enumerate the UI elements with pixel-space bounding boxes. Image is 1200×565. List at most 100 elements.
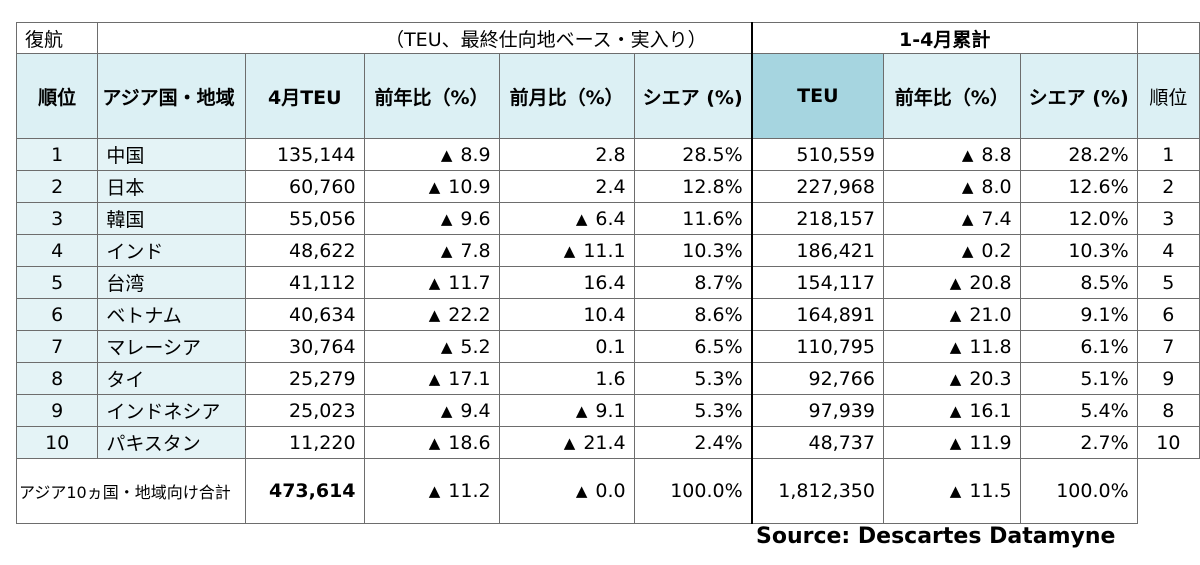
col-mom: 前月比（%）	[498, 53, 635, 139]
cum-rank-cell: 4	[1136, 234, 1200, 267]
mom-cell: ▲ 6.4	[498, 202, 635, 235]
cum-share-cell: 12.0%	[1019, 202, 1138, 235]
mom-cell: 1.6	[498, 362, 635, 395]
col-rank: 順位	[15, 53, 99, 139]
region-name: マレーシア	[97, 330, 247, 363]
decrease-marker-icon: ▲	[563, 241, 576, 260]
col-region: アジア国・地域	[97, 53, 247, 139]
cum-rank-cell: 3	[1136, 202, 1200, 235]
col-share: シエア (%)	[633, 53, 753, 139]
cum-yoy-cell: ▲ 11.8	[882, 330, 1021, 363]
decrease-marker-icon: ▲	[428, 433, 441, 452]
rank-cell: 6	[15, 298, 99, 331]
yoy-cell: ▲ 18.6	[363, 426, 500, 459]
cum-teu-cell: 48,737	[750, 426, 884, 459]
cum-teu-cell: 97,939	[750, 394, 884, 427]
mom-cell: 16.4	[498, 266, 635, 299]
route-label: 復航	[15, 22, 99, 54]
rank-cell: 4	[15, 234, 99, 267]
total-share: 100.0%	[633, 458, 753, 524]
cum-share-cell: 12.6%	[1019, 170, 1138, 203]
table-row: 10 パキスタン 11,220 ▲ 18.6 ▲ 21.4 2.4% 48,737 ▲ 11.9 2.…	[15, 426, 1200, 459]
cum-yoy-cell: ▲ 7.4	[882, 202, 1021, 235]
teu-cell: 30,764	[245, 330, 365, 363]
decrease-marker-icon: ▲	[428, 305, 441, 324]
share-cell: 12.8%	[633, 170, 753, 203]
col-cum-rank: 順位	[1136, 53, 1200, 139]
yoy-cell: ▲ 10.9	[363, 170, 500, 203]
share-cell: 5.3%	[633, 362, 753, 395]
cum-share-cell: 5.4%	[1019, 394, 1138, 427]
teu-cell: 60,760	[245, 170, 365, 203]
cum-share-cell: 28.2%	[1019, 138, 1138, 171]
share-cell: 8.6%	[633, 298, 753, 331]
teu-cell: 135,144	[245, 138, 365, 171]
cum-rank-cell: 6	[1136, 298, 1200, 331]
decrease-marker-icon: ▲	[428, 273, 441, 292]
cum-share-cell: 10.3%	[1019, 234, 1138, 267]
rank-cell: 2	[15, 170, 99, 203]
region-name: インドネシア	[97, 394, 247, 427]
rank-cell: 5	[15, 266, 99, 299]
region-name: インド	[97, 234, 247, 267]
col-cum-teu: TEU	[750, 53, 884, 139]
cum-yoy-cell: ▲ 8.8	[882, 138, 1021, 171]
yoy-cell: ▲ 8.9	[363, 138, 500, 171]
cum-yoy-cell: ▲ 21.0	[882, 298, 1021, 331]
decrease-marker-icon: ▲	[440, 145, 453, 164]
teu-cell: 25,023	[245, 394, 365, 427]
region-name: 台湾	[97, 266, 247, 299]
teu-cell: 48,622	[245, 234, 365, 267]
column-header-row: 順位 アジア国・地域 4月TEU 前年比（%） 前月比（%） シエア (%) T…	[15, 53, 1200, 139]
source-note: Source: Descartes Datamyne	[756, 524, 1116, 549]
col-yoy: 前年比（%）	[363, 53, 500, 139]
total-cum-yoy: ▲ 11.5	[882, 458, 1021, 524]
region-name: ベトナム	[97, 298, 247, 331]
teu-cell: 25,279	[245, 362, 365, 395]
cum-yoy-cell: ▲ 20.3	[882, 362, 1021, 395]
mom-cell: 2.8	[498, 138, 635, 171]
decrease-marker-icon: ▲	[575, 482, 588, 500]
teu-cell: 41,112	[245, 266, 365, 299]
mom-cell: 0.1	[498, 330, 635, 363]
cum-teu-cell: 218,157	[750, 202, 884, 235]
yoy-cell: ▲ 11.7	[363, 266, 500, 299]
rank-cell: 3	[15, 202, 99, 235]
rank-cell: 7	[15, 330, 99, 363]
total-row: アジア10ヵ国・地域向け合計 473,614 ▲ 11.2 ▲ 0.0 100.0%…	[15, 458, 1200, 524]
cum-yoy-cell: ▲ 16.1	[882, 394, 1021, 427]
region-name: パキスタン	[97, 426, 247, 459]
table-row: 2 日本 60,760 ▲ 10.9 2.4 12.8% 227,968 ▲ 8.0 12.6% 2	[15, 170, 1200, 203]
decrease-marker-icon: ▲	[949, 273, 962, 292]
yoy-cell: ▲ 9.6	[363, 202, 500, 235]
col-cum-share: シエア (%)	[1019, 53, 1138, 139]
yoy-cell: ▲ 9.4	[363, 394, 500, 427]
cum-share-cell: 8.5%	[1019, 266, 1138, 299]
yoy-cell: ▲ 22.2	[363, 298, 500, 331]
cum-share-cell: 5.1%	[1019, 362, 1138, 395]
share-cell: 6.5%	[633, 330, 753, 363]
cum-rank-cell: 10	[1136, 426, 1200, 459]
yoy-cell: ▲ 7.8	[363, 234, 500, 267]
decrease-marker-icon: ▲	[440, 337, 453, 356]
decrease-marker-icon: ▲	[563, 433, 576, 452]
region-name: タイ	[97, 362, 247, 395]
cum-yoy-cell: ▲ 0.2	[882, 234, 1021, 267]
col-cum-yoy: 前年比（%）	[882, 53, 1021, 139]
table-row: 1 中国 135,144 ▲ 8.9 2.8 28.5% 510,559 ▲ 8.8 28.2% 1	[15, 138, 1200, 171]
total-teu: 473,614	[245, 458, 365, 524]
teu-cell: 40,634	[245, 298, 365, 331]
total-yoy: ▲ 11.2	[363, 458, 500, 524]
decrease-marker-icon: ▲	[949, 433, 962, 452]
share-cell: 5.3%	[633, 394, 753, 427]
cum-yoy-cell: ▲ 8.0	[882, 170, 1021, 203]
teu-ranking-table: 復航 （TEU、最終仕向地ベース・実入り） 1-4月累計 順位 アジア国・地域 …	[15, 22, 1200, 524]
table-row: 8 タイ 25,279 ▲ 17.1 1.6 5.3% 92,766 ▲ 20.3 5.1% 9	[15, 362, 1200, 395]
rank-cell: 9	[15, 394, 99, 427]
cumulative-header: 1-4月累計	[750, 22, 1138, 54]
teu-cell: 11,220	[245, 426, 365, 459]
cum-rank-cell: 8	[1136, 394, 1200, 427]
cum-rank-cell: 2	[1136, 170, 1200, 203]
decrease-marker-icon: ▲	[949, 482, 962, 500]
share-cell: 2.4%	[633, 426, 753, 459]
